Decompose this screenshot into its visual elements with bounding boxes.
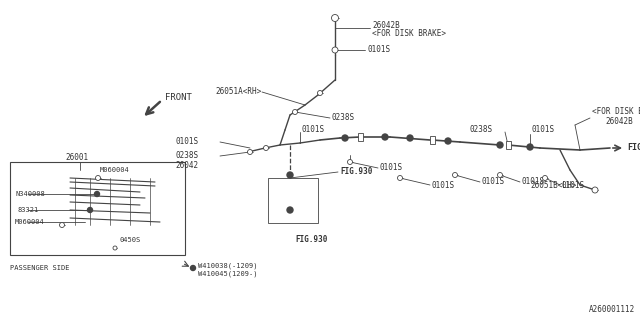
Bar [506,141,511,149]
Text: 26042: 26042 [175,161,198,170]
Circle shape [397,175,403,180]
Text: 0450S: 0450S [120,237,141,243]
Circle shape [95,191,99,196]
Text: PASSENGER SIDE: PASSENGER SIDE [10,265,70,271]
Bar [10,162,185,255]
Text: 26051B<LH>: 26051B<LH> [530,180,576,189]
Text: M060004: M060004 [100,167,130,173]
Text: 26042B: 26042B [605,116,633,125]
Text: A260001112: A260001112 [589,305,635,314]
Text: 0238S: 0238S [332,114,355,123]
Text: FIG.263: FIG.263 [627,143,640,153]
Circle shape [348,159,353,164]
Circle shape [191,266,195,270]
Circle shape [342,135,348,141]
Circle shape [60,222,65,228]
Text: 0101S: 0101S [302,125,325,134]
Text: 26051A<RH>: 26051A<RH> [215,87,261,97]
Text: FIG.930: FIG.930 [295,236,328,244]
Circle shape [88,207,93,212]
Text: <FOR DISK BRAKE>: <FOR DISK BRAKE> [372,28,446,37]
Circle shape [382,134,388,140]
Circle shape [332,14,339,21]
Bar [268,178,318,223]
Text: 83321: 83321 [18,207,39,213]
Circle shape [332,47,338,53]
Circle shape [452,172,458,178]
Text: <FOR DISK BRAKE>: <FOR DISK BRAKE> [592,108,640,116]
Circle shape [317,91,323,95]
Circle shape [95,175,100,180]
Circle shape [543,175,547,180]
Text: 0101S: 0101S [367,45,390,54]
Circle shape [592,187,598,193]
Text: 0101S: 0101S [175,138,198,147]
Text: 26042B: 26042B [372,20,400,29]
Circle shape [287,172,293,178]
Circle shape [497,142,503,148]
Text: W410045(1209-): W410045(1209-) [198,271,257,277]
Text: 0101S: 0101S [522,178,545,187]
Text: 0101S: 0101S [482,178,505,187]
Bar [429,136,435,144]
Text: 0238S: 0238S [470,124,493,133]
Circle shape [497,172,502,178]
Text: FRONT: FRONT [165,92,192,101]
Text: 26001: 26001 [65,154,88,163]
Circle shape [527,144,533,150]
Circle shape [407,135,413,141]
Text: M060004: M060004 [15,219,45,225]
Bar [358,133,362,141]
Circle shape [264,146,269,150]
Text: 0238S: 0238S [175,151,198,161]
Circle shape [113,246,117,250]
Text: 0101S: 0101S [432,180,455,189]
Circle shape [287,207,293,213]
Circle shape [292,109,298,115]
Text: W410038(-1209): W410038(-1209) [198,263,257,269]
Circle shape [445,138,451,144]
Text: N340008: N340008 [15,191,45,197]
Text: FIG.930: FIG.930 [340,167,372,177]
Circle shape [248,149,253,155]
Text: 0101S: 0101S [380,164,403,172]
Text: 0101S: 0101S [562,180,585,189]
Text: 0101S: 0101S [532,125,555,134]
